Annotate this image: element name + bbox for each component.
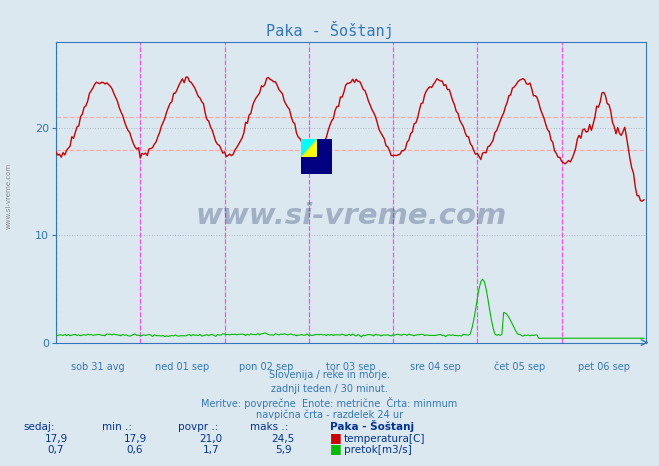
- Text: www.si-vreme.com: www.si-vreme.com: [195, 202, 507, 230]
- Text: 21,0: 21,0: [199, 434, 223, 444]
- Text: sedaj:: sedaj:: [23, 423, 55, 432]
- Text: maks .:: maks .:: [250, 423, 289, 432]
- Text: povpr .:: povpr .:: [178, 423, 218, 432]
- Polygon shape: [301, 139, 316, 157]
- Bar: [316, 139, 332, 174]
- Text: 0,6: 0,6: [127, 445, 144, 455]
- Text: ■: ■: [330, 431, 341, 444]
- Text: sre 04 sep: sre 04 sep: [410, 362, 461, 372]
- Text: ■: ■: [330, 442, 341, 455]
- Text: 24,5: 24,5: [272, 434, 295, 444]
- Text: tor 03 sep: tor 03 sep: [326, 362, 376, 372]
- Text: temperatura[C]: temperatura[C]: [344, 434, 426, 444]
- Bar: [301, 157, 316, 174]
- Text: 17,9: 17,9: [123, 434, 147, 444]
- Text: sob 31 avg: sob 31 avg: [71, 362, 125, 372]
- Text: Paka - Šoštanj: Paka - Šoštanj: [266, 21, 393, 39]
- Text: Paka - Šoštanj: Paka - Šoštanj: [330, 420, 414, 432]
- Text: pretok[m3/s]: pretok[m3/s]: [344, 445, 412, 455]
- Polygon shape: [301, 139, 332, 174]
- Text: www.si-vreme.com: www.si-vreme.com: [5, 163, 12, 229]
- Text: pet 06 sep: pet 06 sep: [578, 362, 630, 372]
- Text: čet 05 sep: čet 05 sep: [494, 362, 545, 372]
- Text: 0,7: 0,7: [47, 445, 65, 455]
- Text: Meritve: povprečne  Enote: metrične  Črta: minmum: Meritve: povprečne Enote: metrične Črta:…: [202, 397, 457, 409]
- Bar: [301, 139, 316, 157]
- Text: ned 01 sep: ned 01 sep: [156, 362, 210, 372]
- Text: 1,7: 1,7: [202, 445, 219, 455]
- Text: min .:: min .:: [102, 423, 132, 432]
- Text: 5,9: 5,9: [275, 445, 292, 455]
- Text: zadnji teden / 30 minut.: zadnji teden / 30 minut.: [271, 384, 388, 393]
- Text: 17,9: 17,9: [44, 434, 68, 444]
- Text: navpična črta - razdelek 24 ur: navpična črta - razdelek 24 ur: [256, 410, 403, 420]
- Text: pon 02 sep: pon 02 sep: [239, 362, 294, 372]
- Text: Slovenija / reke in morje.: Slovenija / reke in morje.: [269, 370, 390, 380]
